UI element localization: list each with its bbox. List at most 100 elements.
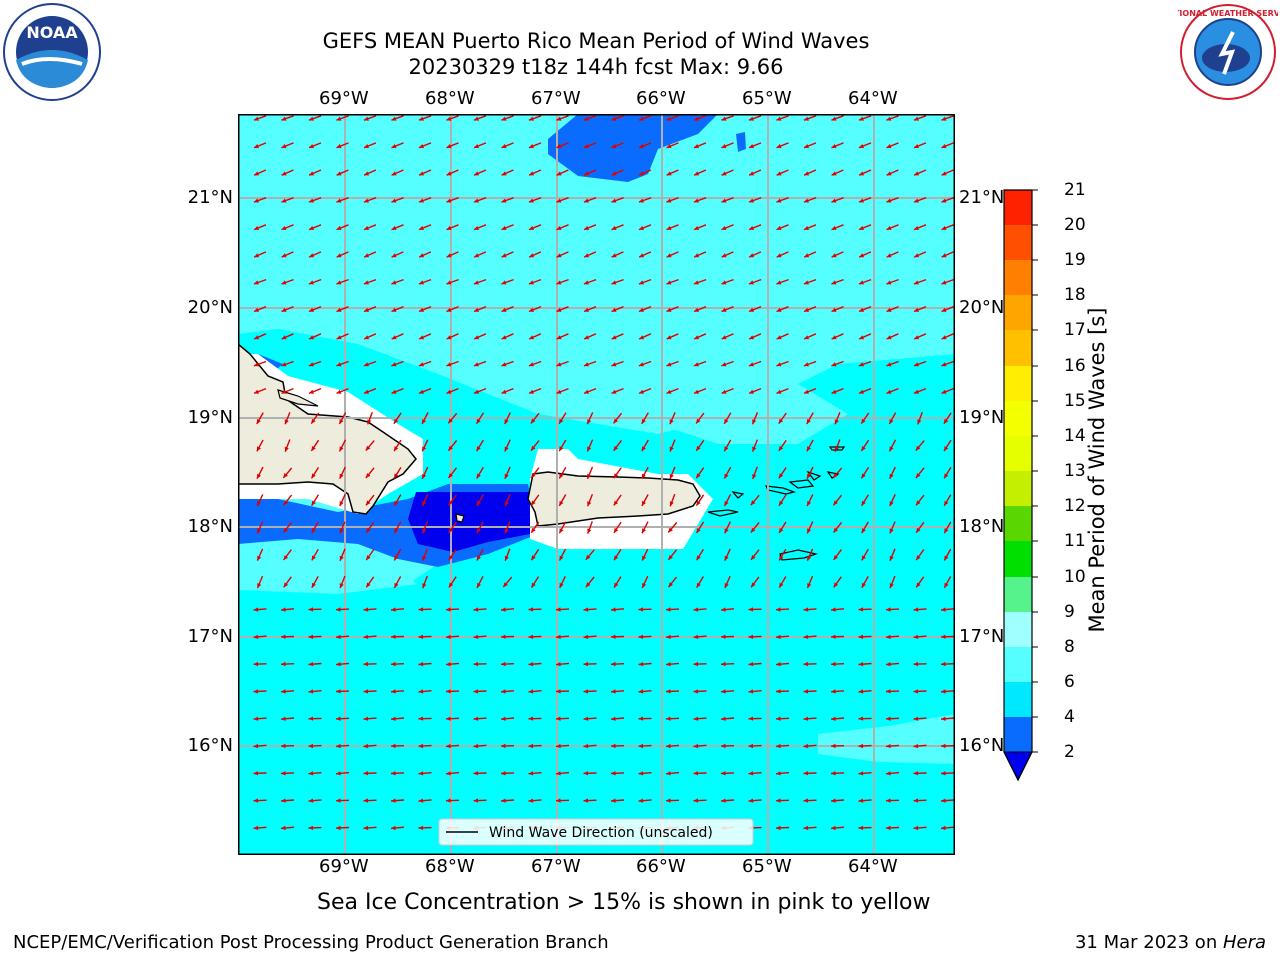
wave-direction-arrowhead	[666, 144, 672, 149]
wave-direction-arrowhead	[721, 307, 727, 312]
wave-direction-arrowhead	[363, 362, 369, 367]
wave-direction-arrowhead	[418, 662, 424, 667]
wave-direction-arrowhead	[474, 225, 479, 230]
wave-direction-arrowhead	[501, 689, 506, 694]
wave-direction-arrowhead	[611, 389, 617, 394]
wave-direction-arrowhead	[831, 661, 836, 667]
wave-direction-arrowhead	[476, 500, 481, 506]
wave-direction-arrowhead	[941, 607, 946, 612]
wave-direction-arrowhead	[886, 253, 892, 258]
colorbar-band	[1004, 506, 1032, 541]
wave-direction-arrowhead	[336, 280, 342, 285]
wave-direction-arrowhead	[693, 743, 699, 749]
wave-direction-arrowhead	[528, 362, 534, 367]
wave-direction-arrowhead	[693, 607, 699, 612]
wave-direction-arrowhead	[363, 661, 369, 667]
wave-direction-arrowhead	[583, 743, 589, 749]
wave-direction-arrowhead	[528, 607, 534, 612]
wave-direction-arrowhead	[363, 116, 369, 121]
wave-direction-arrowhead	[254, 225, 259, 230]
wave-direction-arrowhead	[308, 116, 314, 121]
wave-direction-arrowhead	[446, 689, 451, 694]
wave-direction-arrowhead	[281, 689, 286, 694]
wave-direction-arrowhead	[418, 634, 424, 639]
wave-direction-arrowhead	[418, 116, 424, 121]
wave-direction-arrowhead	[831, 362, 837, 367]
wave-direction-arrowhead	[886, 662, 891, 667]
wave-direction-arrowhead	[776, 116, 782, 121]
wave-direction-arrowhead	[391, 335, 397, 340]
wave-direction-arrowhead	[363, 280, 369, 285]
wave-direction-arrowhead	[394, 446, 399, 452]
period-6-8-se	[818, 714, 955, 764]
wave-direction-arrowhead	[776, 771, 781, 776]
wave-direction-arrowhead	[391, 280, 397, 285]
wave-direction-arrowhead	[613, 418, 618, 424]
wave-direction-arrowhead	[803, 798, 809, 803]
wave-direction-arrowhead	[281, 743, 286, 749]
wave-direction-arrowhead	[778, 473, 784, 479]
anegada	[828, 446, 846, 451]
wave-direction-arrowhead	[611, 144, 617, 149]
wave-direction-arrowhead	[336, 116, 342, 121]
wave-direction-arrowhead	[256, 446, 261, 452]
wave-direction-arrowhead	[941, 661, 946, 667]
wave-direction-arrowhead	[418, 362, 424, 367]
noaa-logo: NOAA	[3, 3, 101, 101]
wave-direction-arrowhead	[804, 389, 809, 394]
wave-direction-arrowhead	[724, 473, 729, 479]
wave-direction-arrowhead	[448, 527, 454, 533]
wave-direction-arrowhead	[448, 418, 453, 424]
colorbar-tick-label: 12	[1064, 496, 1086, 516]
wave-direction-arrowhead	[831, 825, 836, 831]
wave-direction-arrowhead	[639, 307, 644, 312]
lat-label-right: 18°N	[959, 516, 1005, 537]
wave-direction-arrowhead	[308, 716, 314, 721]
wave-direction-arrowhead	[363, 198, 369, 203]
wave-direction-arrowhead	[916, 582, 921, 588]
wave-direction-arrowhead	[776, 634, 781, 639]
colorbar-tick-label: 21	[1064, 180, 1086, 200]
wave-direction-arrowhead	[336, 225, 342, 230]
wave-direction-arrowhead	[776, 607, 781, 612]
wave-direction-arrowhead	[694, 389, 699, 394]
wave-direction-arrowhead	[807, 583, 812, 589]
wave-direction-arrowhead	[639, 171, 645, 176]
wave-direction-arrowhead	[748, 634, 754, 639]
wave-direction-arrowhead	[724, 528, 729, 534]
wave-direction-arrowhead	[528, 743, 534, 749]
wave-direction-arrowhead	[281, 771, 286, 776]
wave-direction-arrowhead	[336, 144, 342, 149]
wave-direction-arrowhead	[886, 198, 892, 203]
wave-direction-arrowhead	[391, 716, 396, 721]
lat-label-right: 17°N	[959, 626, 1005, 647]
wave-direction-arrowhead	[281, 116, 287, 121]
wave-direction-arrowhead	[916, 527, 921, 533]
wave-direction-arrowhead	[803, 661, 809, 667]
wave-direction-arrowhead	[751, 582, 756, 588]
wave-direction-arrowhead	[721, 225, 727, 230]
wave-direction-arrowhead	[749, 335, 755, 340]
wave-direction-arrowhead	[391, 798, 396, 803]
wave-direction-arrowhead	[419, 253, 425, 258]
wave-direction-arrowhead	[422, 555, 427, 561]
wave-direction-arrowhead	[311, 473, 316, 479]
wave-direction-arrowhead	[559, 528, 564, 534]
wave-direction-arrowhead	[253, 198, 259, 203]
wave-direction-arrowhead	[748, 689, 754, 694]
wave-direction-arrowhead	[309, 225, 314, 230]
wave-direction-arrowhead	[311, 582, 316, 588]
wave-direction-arrowhead	[807, 528, 812, 534]
period-6-8-north	[238, 114, 955, 434]
wave-direction-arrowhead	[776, 389, 782, 394]
wave-direction-arrowhead	[311, 528, 316, 534]
lat-label-right: 19°N	[959, 407, 1005, 428]
colorbar-band	[1004, 260, 1032, 295]
wave-direction-arrowhead	[833, 473, 838, 478]
wave-direction-arrowhead	[858, 198, 864, 203]
wave-direction-arrowhead	[584, 171, 590, 176]
wave-direction-arrowhead	[418, 771, 424, 776]
wave-direction-arrowhead	[831, 225, 837, 230]
wave-direction-arrowhead	[833, 500, 838, 506]
wave-direction-arrowhead	[587, 446, 592, 452]
